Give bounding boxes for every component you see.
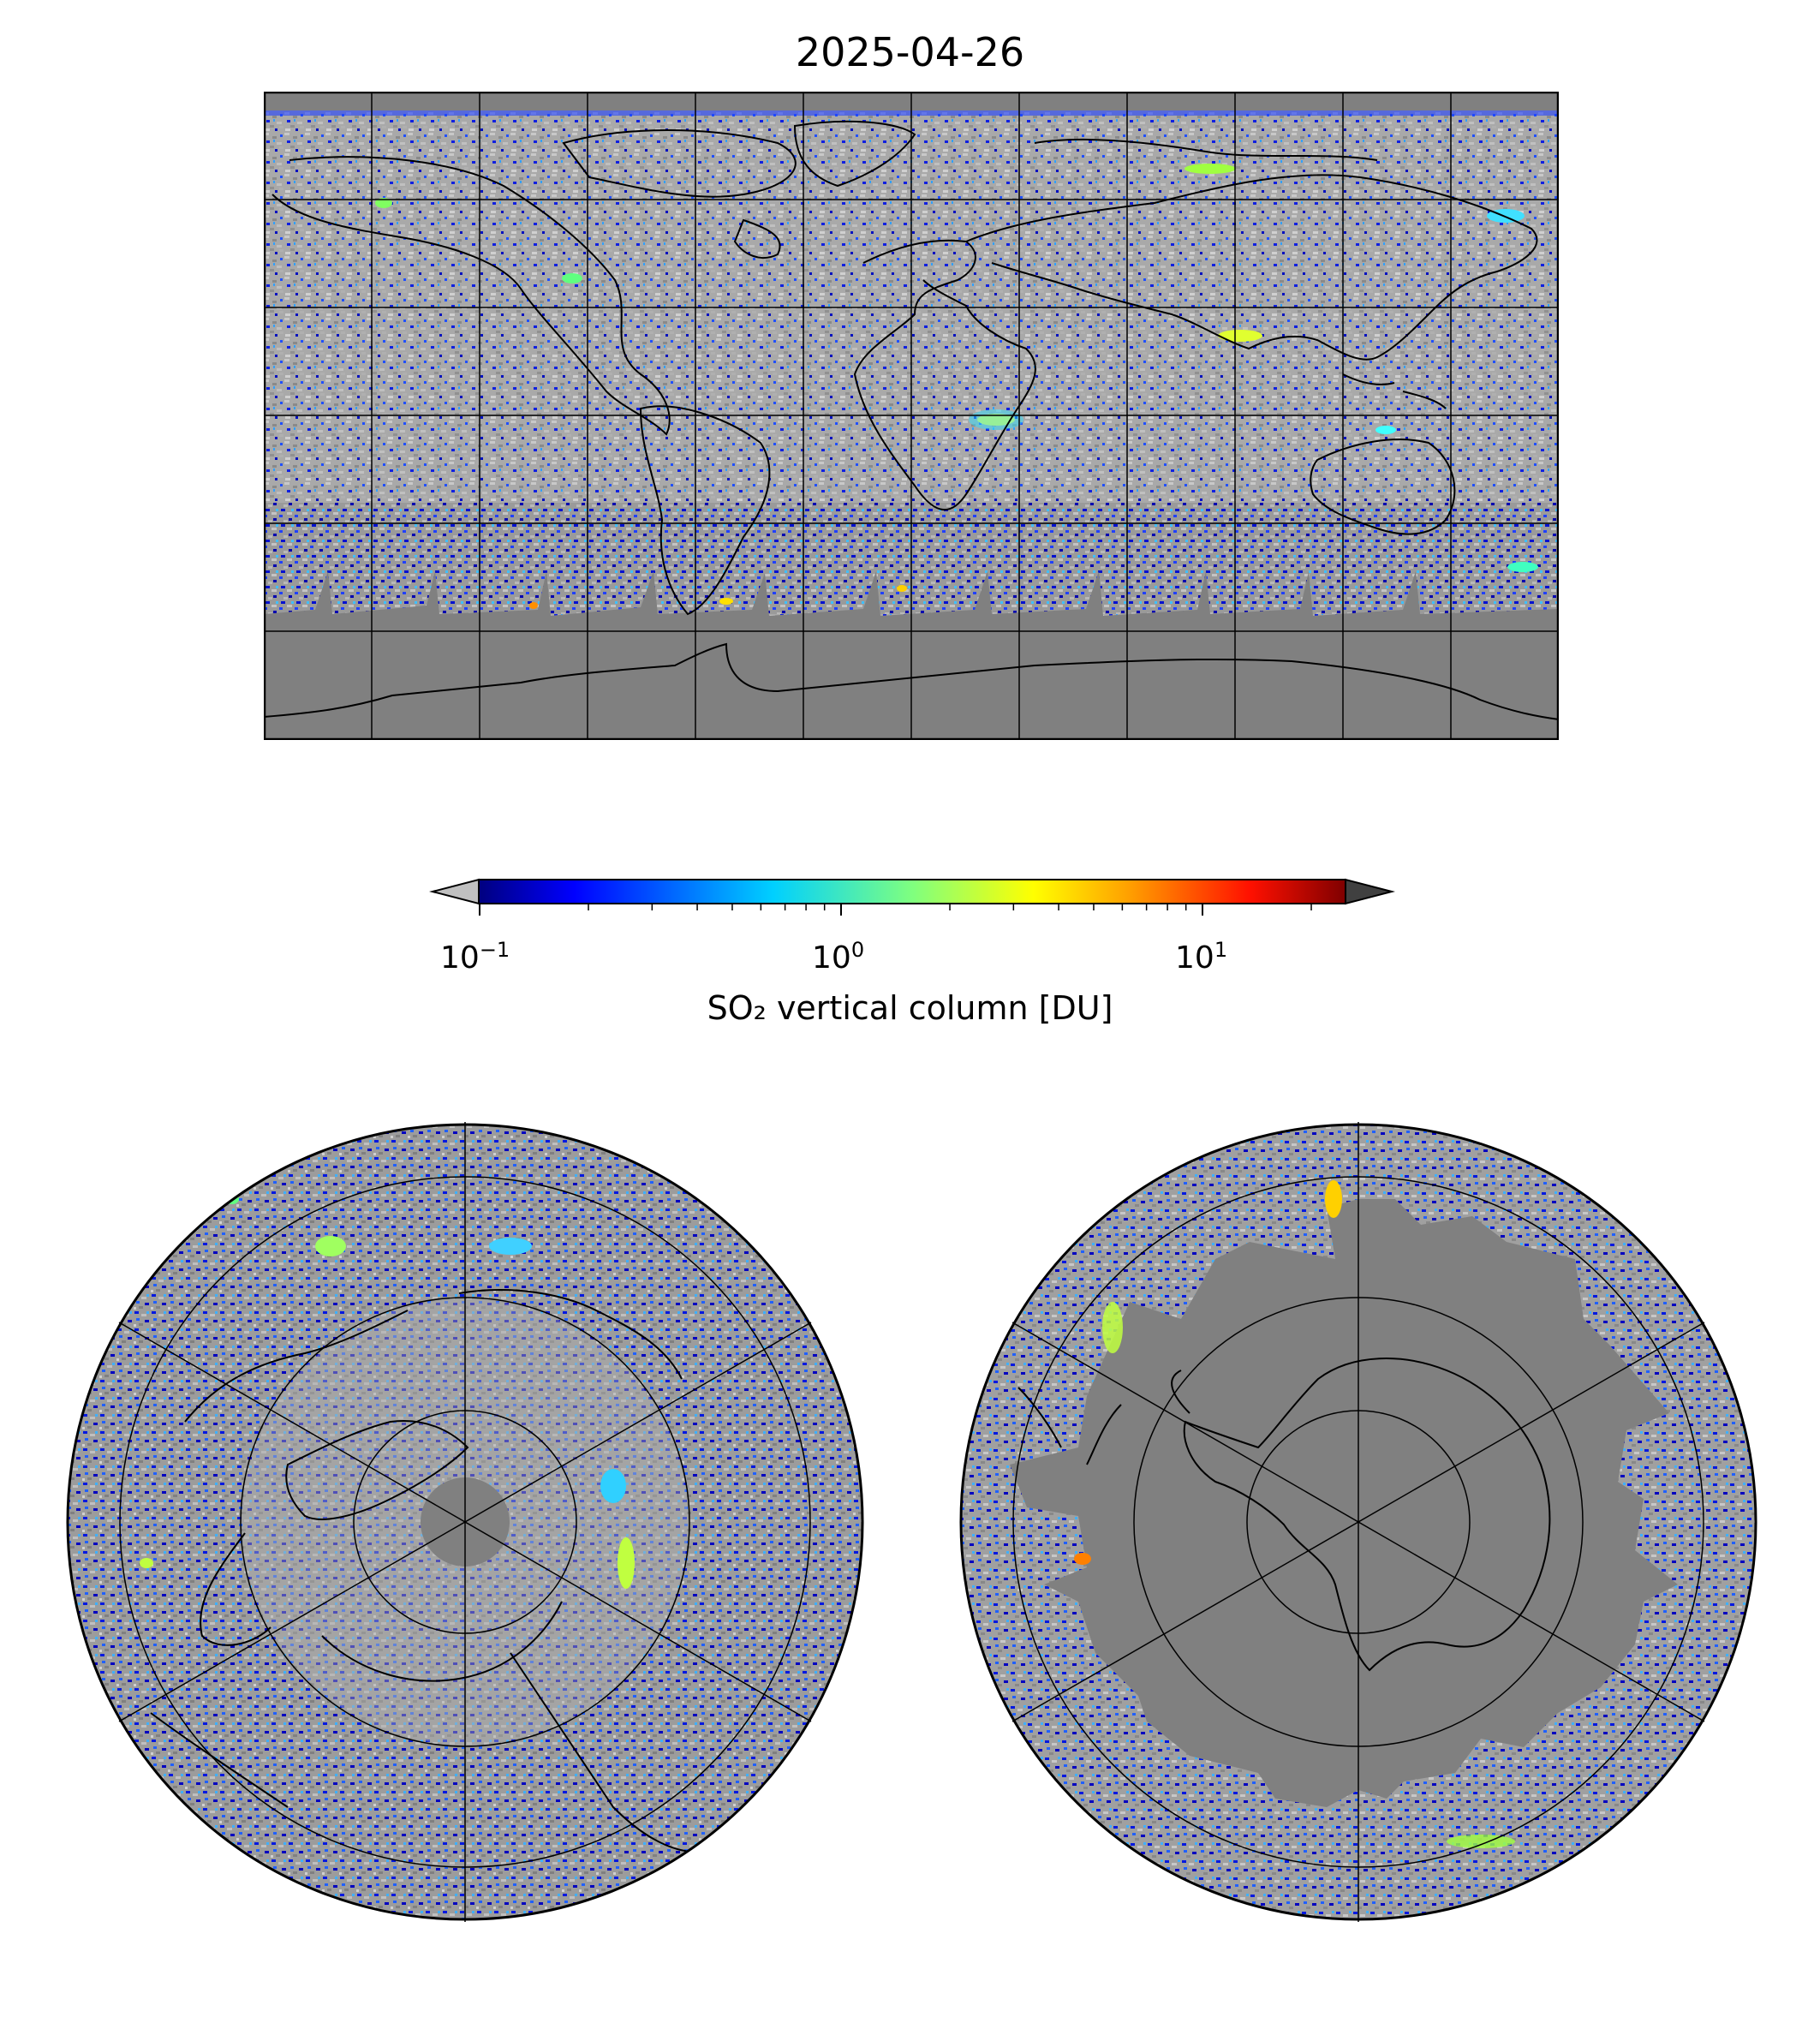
- south-polar-svg: [959, 1122, 1757, 1922]
- colorbar-under-extension: [429, 878, 480, 905]
- colorbar-svg: [429, 878, 1395, 916]
- figure-title: 2025-04-26: [795, 29, 1025, 75]
- north-polar-map: [65, 1122, 865, 1922]
- colorbar-label: SO₂ vertical column [DU]: [707, 989, 1113, 1027]
- north-polar-svg: [66, 1122, 864, 1922]
- global-map: [264, 92, 1559, 740]
- colorbar-tick-label-2: 101: [1175, 938, 1228, 976]
- colorbar: 10−1 100 101: [428, 869, 1396, 1023]
- colorbar-tick-label-0: 10−1: [440, 938, 510, 976]
- global-map-svg: [264, 92, 1559, 740]
- colorbar-tick-label-1: 100: [812, 938, 865, 976]
- south-polar-map: [958, 1122, 1758, 1922]
- colorbar-over-extension: [1345, 878, 1395, 905]
- colorbar-gradient: [478, 879, 1346, 904]
